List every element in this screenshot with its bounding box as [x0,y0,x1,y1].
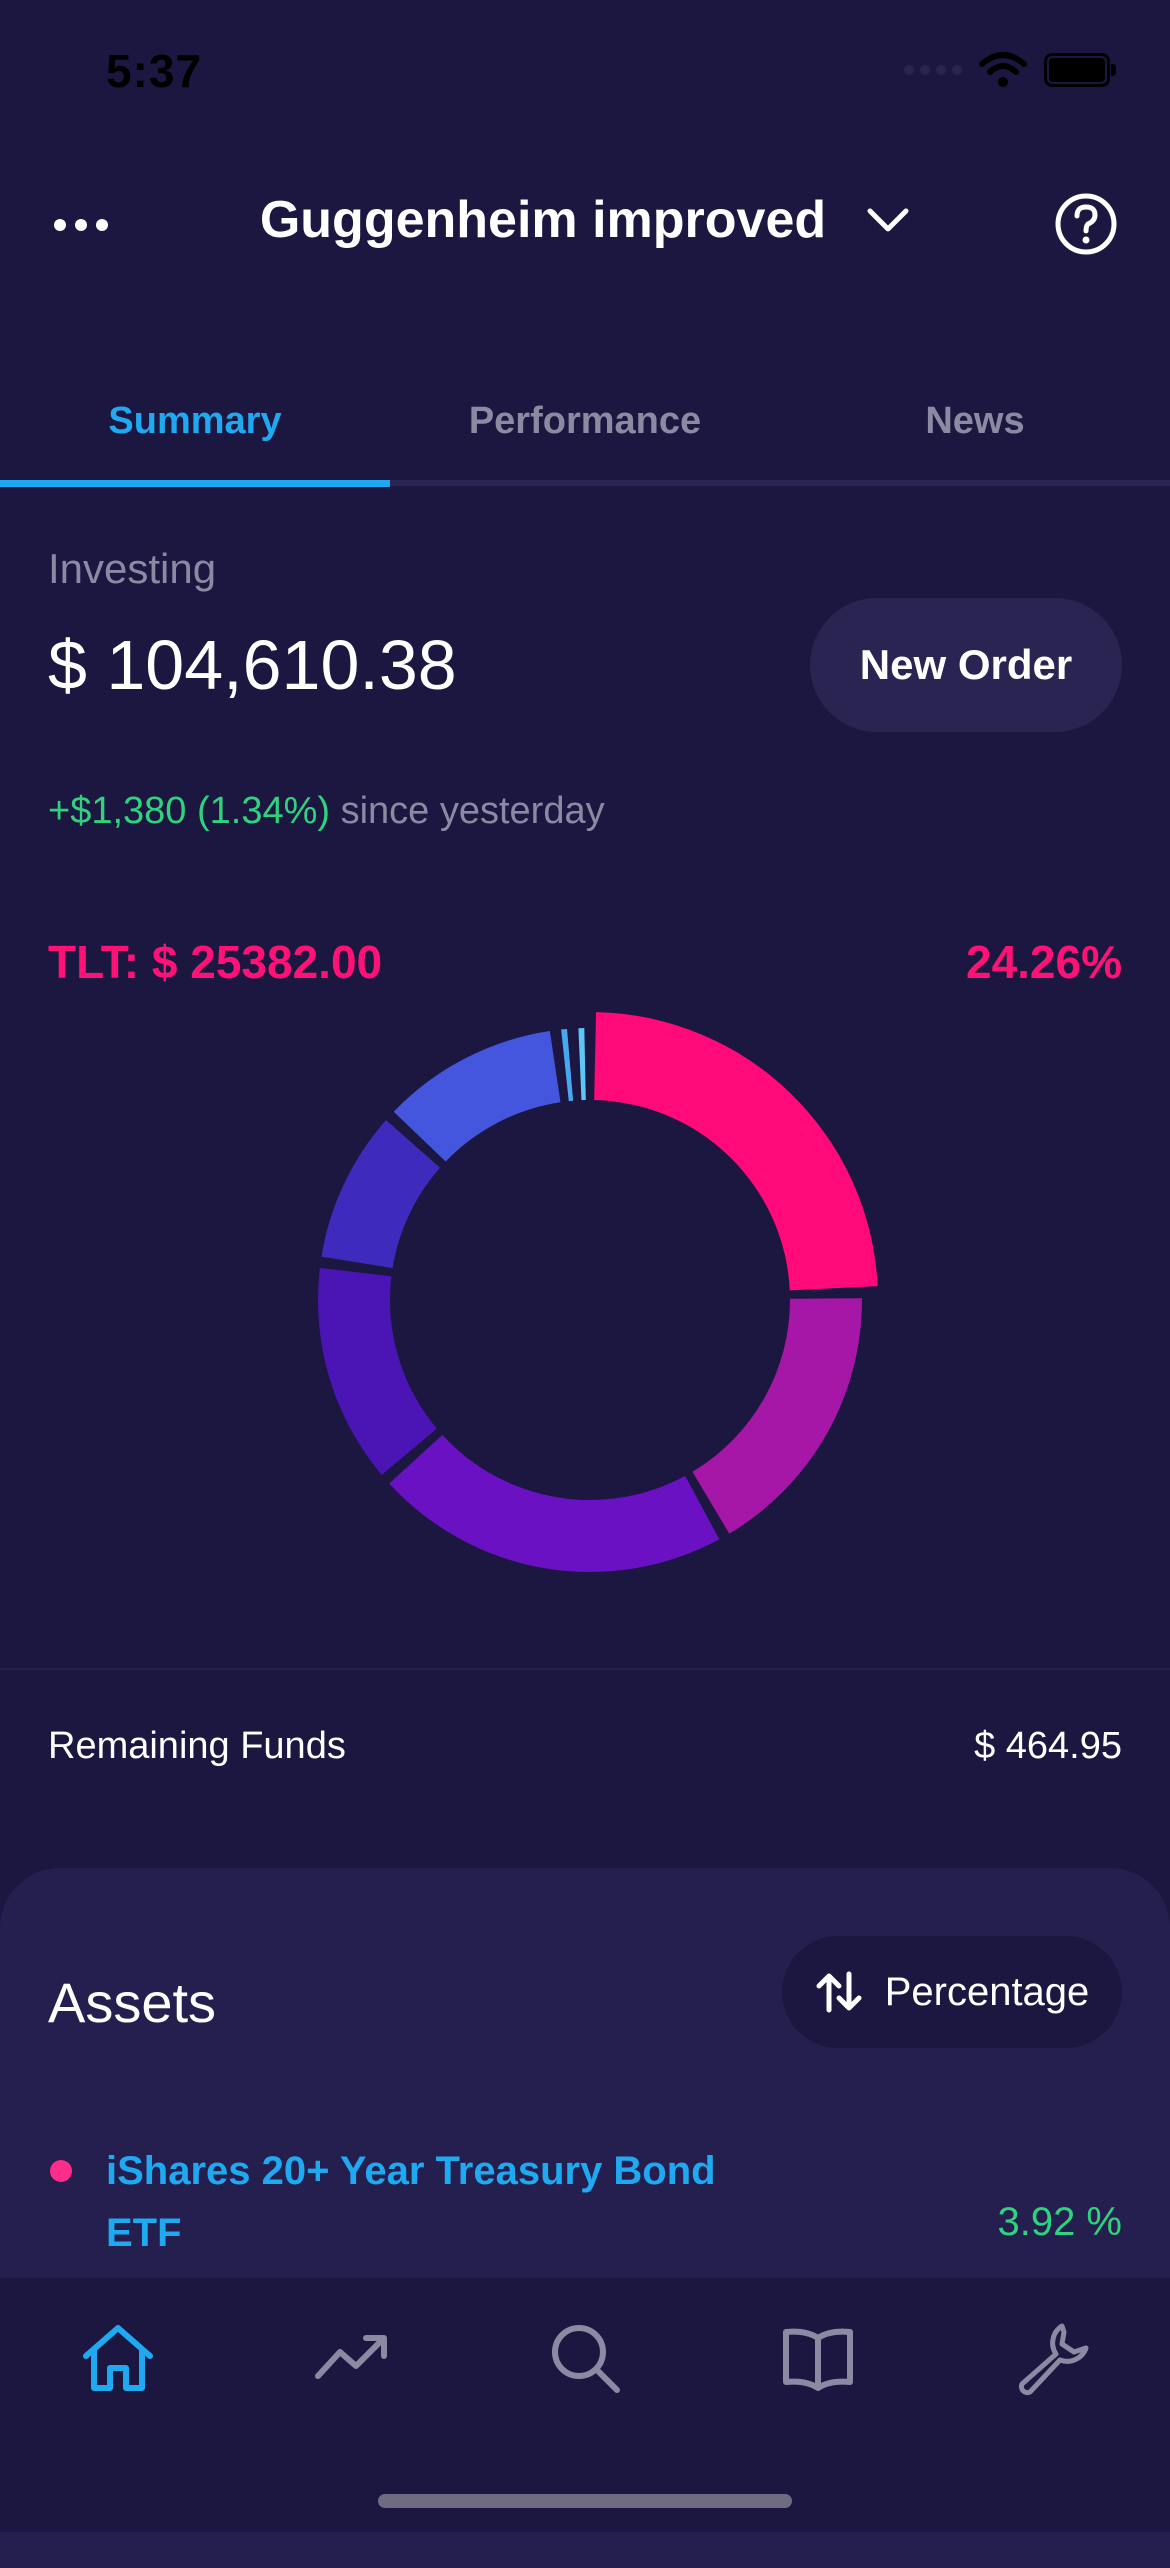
selected-holding-percent: 24.26% [965,936,1122,988]
donut-slice[interactable] [318,1267,437,1475]
donut-slice[interactable] [393,1030,561,1162]
tab-summary[interactable]: Summary [108,400,282,442]
donut-slice[interactable] [692,1298,862,1534]
sort-percentage-button[interactable]: Percentage [782,1936,1122,2048]
trending-icon[interactable] [312,2318,392,2398]
bottom-tab-bar [0,2278,1170,2532]
status-time: 5:37 [106,45,203,97]
wrench-icon[interactable] [1012,2318,1092,2398]
home-indicator [378,2494,792,2508]
donut-slice[interactable] [578,1028,586,1101]
asset-color-dot [50,2160,72,2182]
sort-label: Percentage [884,1969,1090,2014]
remaining-funds-value: $ 464.95 [974,1725,1122,1767]
signal-icon [904,65,962,75]
change-value: +$1,380 (1.34%) [48,790,331,832]
status-icons [904,52,1116,88]
tab-track [0,480,1170,486]
investing-value: $ 104,610.38 [48,626,457,704]
asset-percent: 3.92 % [997,2200,1122,2244]
tab-news[interactable]: News [925,400,1025,442]
selected-holding-label: TLT: $ 25382.00 [48,936,383,988]
remaining-funds-label: Remaining Funds [48,1725,346,1767]
daily-change: +$1,380 (1.34%) since yesterday [48,790,605,833]
investing-label: Investing [48,545,217,592]
assets-title: Assets [48,1971,217,2034]
segment-tabs: Summary Performance News [0,390,1170,490]
new-order-button[interactable]: New Order [810,598,1122,732]
donut-slice[interactable] [594,1012,878,1291]
portfolio-title: Guggenheim improved [259,191,827,249]
book-icon[interactable] [778,2318,858,2398]
donut-slice[interactable] [389,1434,720,1572]
tab-indicator [0,480,390,487]
battery-icon [1044,53,1116,87]
asset-name[interactable]: iShares 20+ Year Treasury Bond ETF [106,2149,716,2255]
wifi-icon [979,52,1027,87]
tab-performance[interactable]: Performance [468,400,702,442]
chevron-down-icon [867,208,909,232]
divider [0,1668,1170,1670]
help-icon[interactable] [1054,192,1118,256]
sort-arrows-icon [816,1971,862,2013]
more-options-icon[interactable] [54,210,114,240]
home-icon[interactable] [78,2318,158,2398]
donut-slice[interactable] [561,1028,574,1102]
portfolio-selector[interactable]: Guggenheim improved [0,190,1170,250]
allocation-donut-chart[interactable] [300,1000,880,1600]
donut-slice[interactable] [321,1120,441,1269]
search-icon[interactable] [545,2318,625,2398]
change-suffix: since yesterday [330,790,605,832]
